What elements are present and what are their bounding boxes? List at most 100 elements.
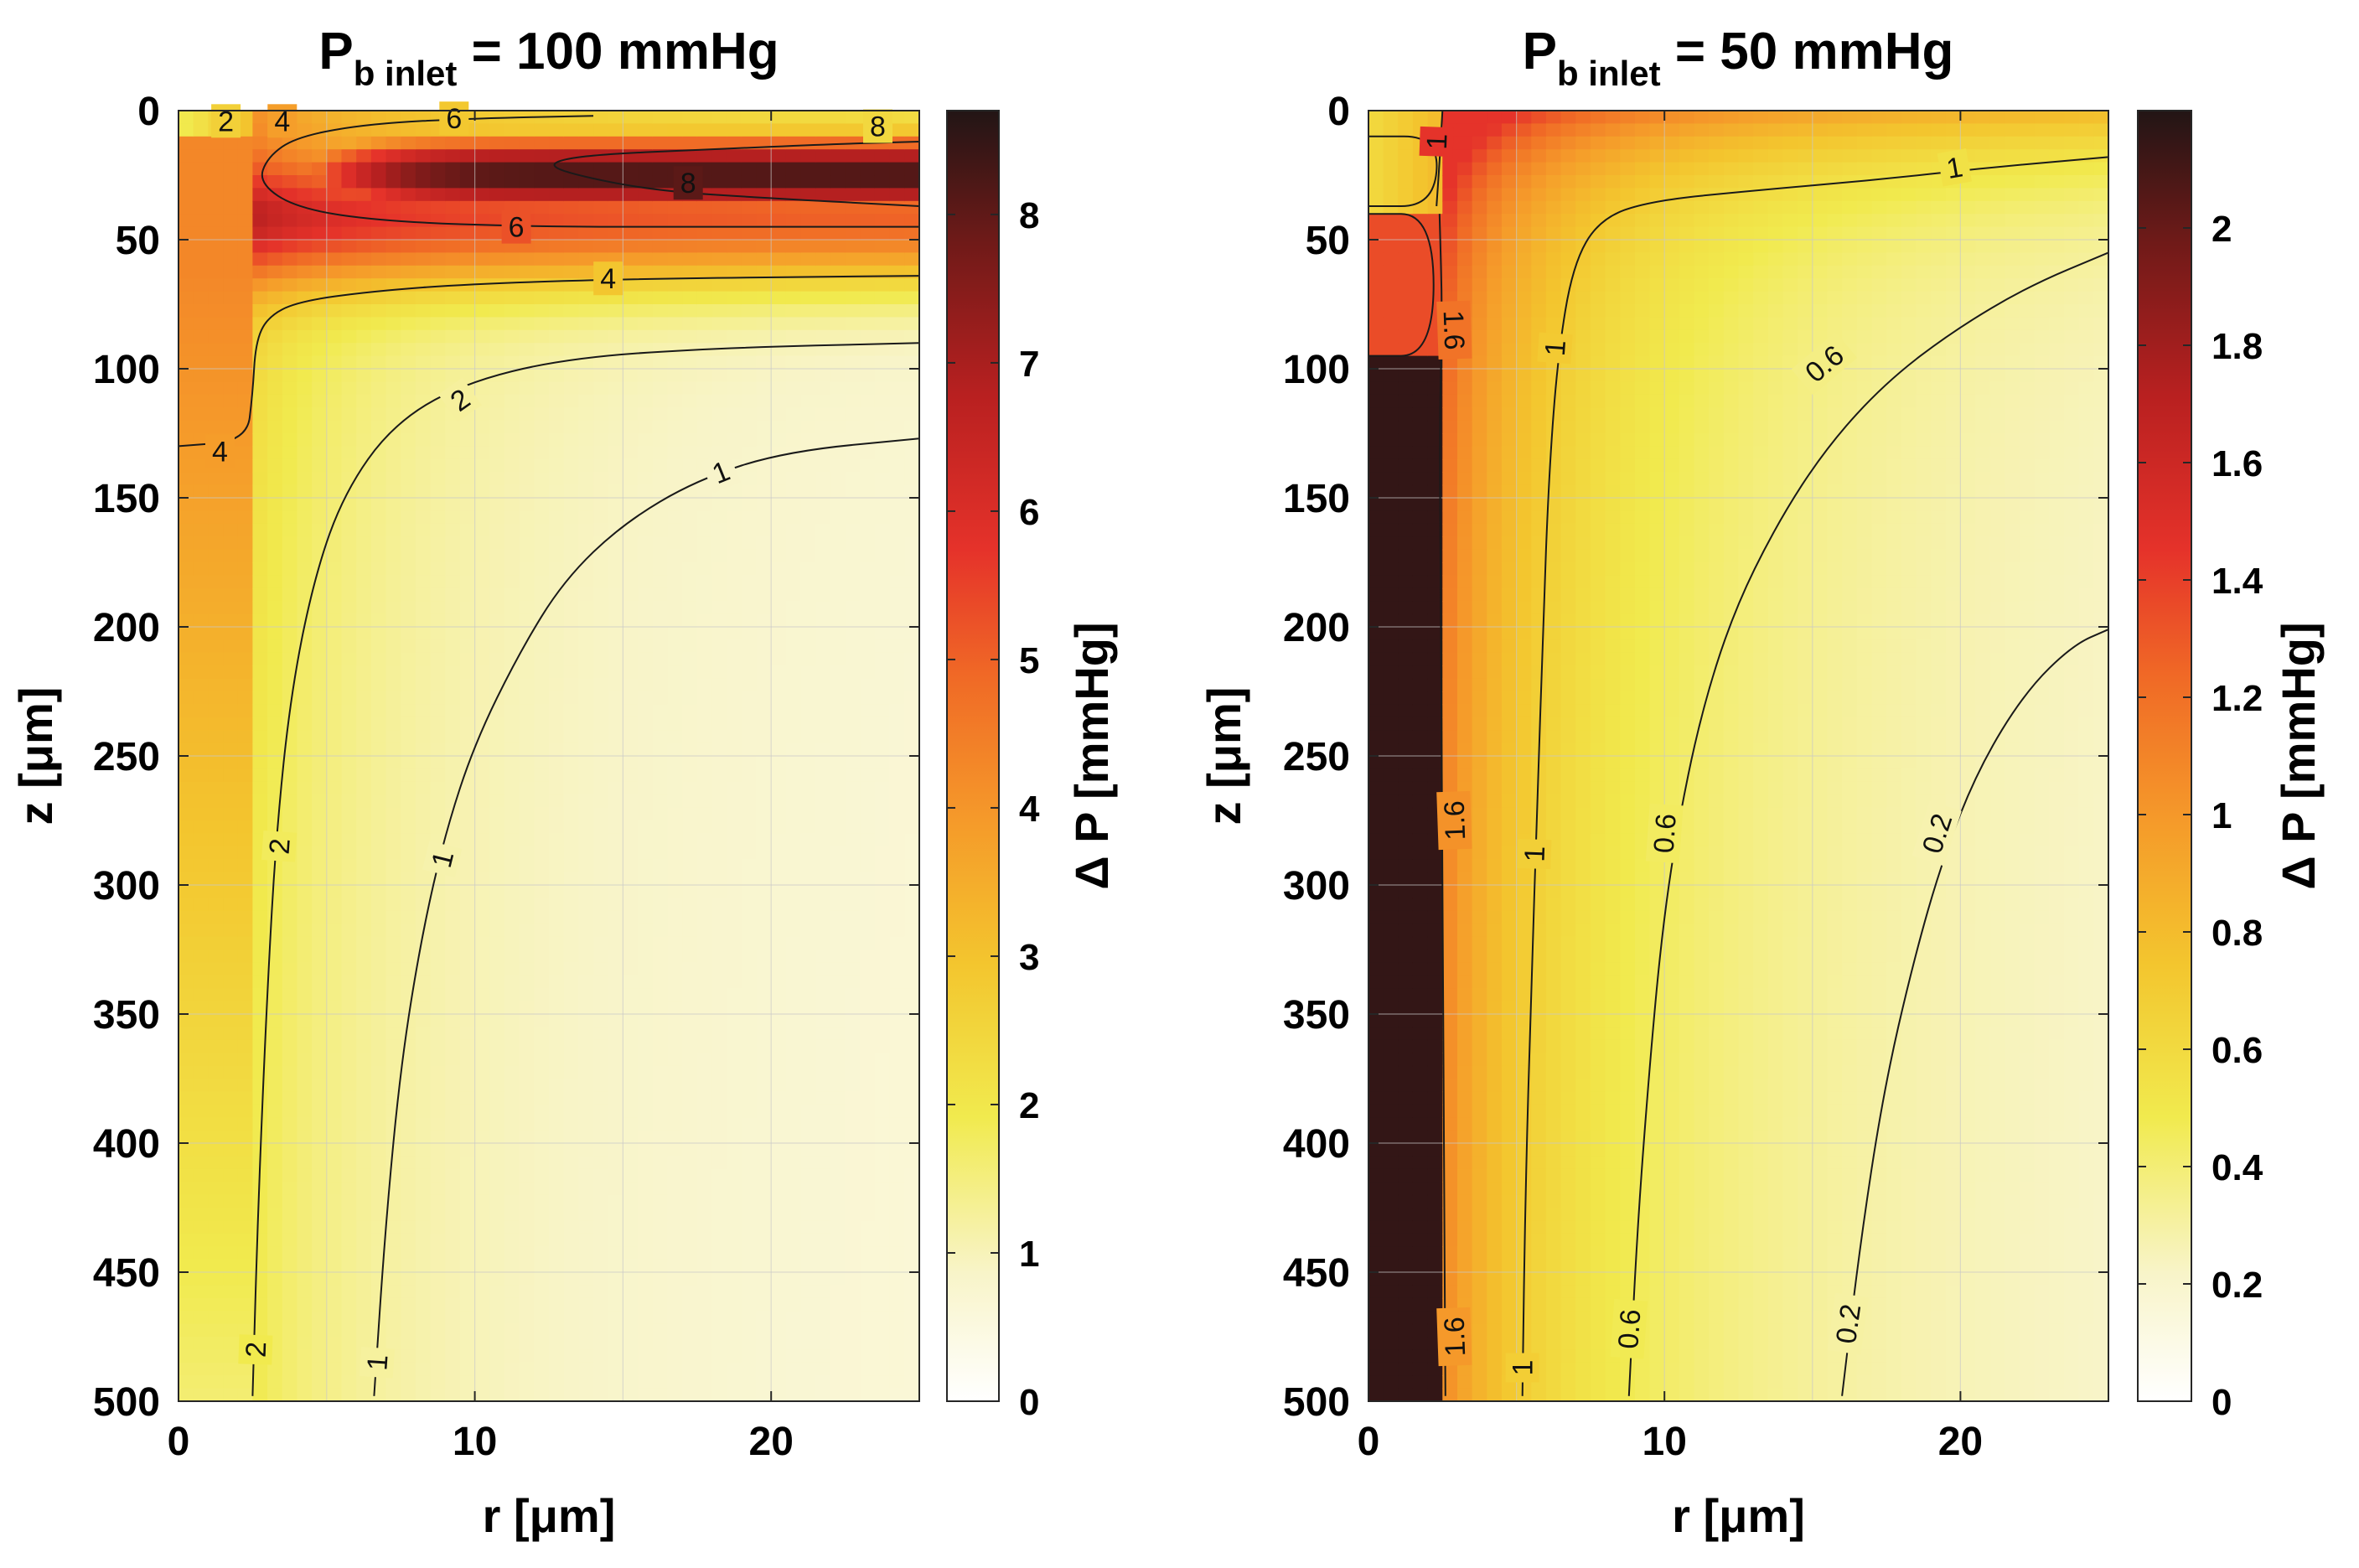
heatmap-cell bbox=[401, 304, 416, 318]
heatmap-cell bbox=[682, 498, 697, 511]
heatmap-cell bbox=[711, 510, 727, 524]
heatmap-cell bbox=[771, 1156, 786, 1169]
heatmap-cell bbox=[742, 937, 757, 950]
heatmap-cell bbox=[297, 962, 312, 975]
heatmap-cell bbox=[356, 1040, 371, 1053]
heatmap-cell bbox=[667, 1260, 682, 1273]
heatmap-cell bbox=[727, 201, 742, 215]
heatmap-cell bbox=[860, 304, 875, 318]
heatmap-cell bbox=[504, 808, 520, 821]
heatmap-cell bbox=[520, 381, 535, 395]
heatmap-cell bbox=[727, 227, 742, 241]
heatmap-cell bbox=[297, 214, 312, 227]
heatmap-cell bbox=[608, 588, 623, 602]
heatmap-cell bbox=[267, 988, 282, 1001]
heatmap-cell bbox=[489, 292, 504, 305]
heatmap-cell bbox=[238, 679, 253, 692]
heatmap-cell bbox=[846, 317, 861, 330]
heatmap-cell bbox=[504, 1311, 520, 1324]
heatmap-cell bbox=[711, 1246, 727, 1260]
heatmap-cell bbox=[460, 421, 475, 434]
heatmap-cell bbox=[742, 1285, 757, 1298]
heatmap-cell bbox=[267, 278, 282, 292]
heatmap-cell bbox=[786, 859, 801, 872]
heatmap-cell bbox=[564, 627, 579, 640]
heatmap-cell bbox=[297, 472, 312, 485]
heatmap-cell bbox=[653, 614, 668, 628]
heatmap-cell bbox=[356, 653, 371, 666]
heatmap-cell bbox=[757, 292, 772, 305]
heatmap-cell bbox=[757, 679, 772, 692]
heatmap-cell bbox=[667, 937, 682, 950]
heatmap-cell bbox=[312, 252, 327, 266]
heatmap-cell bbox=[178, 1208, 194, 1221]
heatmap-cell bbox=[830, 1375, 846, 1389]
heatmap-cell bbox=[697, 833, 712, 846]
heatmap-cell bbox=[860, 1156, 875, 1169]
heatmap-cell bbox=[623, 369, 638, 382]
heatmap-cell bbox=[178, 1014, 194, 1027]
heatmap-cell bbox=[341, 988, 356, 1001]
heatmap-cell bbox=[875, 717, 890, 731]
heatmap-cell bbox=[727, 510, 742, 524]
heatmap-cell bbox=[904, 1079, 919, 1092]
heatmap-cell bbox=[653, 137, 668, 150]
heatmap-cell bbox=[327, 975, 342, 989]
heatmap-cell bbox=[860, 446, 875, 459]
heatmap-cell bbox=[830, 227, 846, 241]
heatmap-cell bbox=[475, 304, 490, 318]
heatmap-cell bbox=[830, 524, 846, 537]
heatmap-cell bbox=[682, 1272, 697, 1286]
heatmap-cell bbox=[460, 1156, 475, 1169]
heatmap-cell bbox=[297, 859, 312, 872]
heatmap-cell bbox=[771, 704, 786, 717]
heatmap-cell bbox=[489, 1246, 504, 1260]
heatmap-cell bbox=[489, 717, 504, 731]
heatmap-cell bbox=[327, 704, 342, 717]
heatmap-cell bbox=[667, 924, 682, 937]
heatmap-cell bbox=[460, 1014, 475, 1027]
heatmap-cell bbox=[489, 266, 504, 279]
heatmap-cell bbox=[431, 1246, 446, 1260]
heatmap-cell bbox=[860, 149, 875, 163]
heatmap-cell bbox=[623, 330, 638, 344]
heatmap-cell bbox=[341, 562, 356, 576]
heatmap-cell bbox=[682, 1260, 697, 1273]
heatmap-cell bbox=[208, 536, 223, 550]
heatmap-cell bbox=[416, 1208, 431, 1221]
heatmap-cell bbox=[297, 1001, 312, 1015]
heatmap-cell bbox=[711, 1220, 727, 1234]
heatmap-cell bbox=[520, 266, 535, 279]
heatmap-cell bbox=[904, 149, 919, 163]
heatmap-cell bbox=[297, 278, 312, 292]
heatmap-cell bbox=[801, 627, 816, 640]
heatmap-cell bbox=[445, 485, 460, 499]
heatmap-cell bbox=[564, 1105, 579, 1118]
heatmap-cell bbox=[742, 304, 757, 318]
heatmap-cell bbox=[786, 1246, 801, 1260]
heatmap-cell bbox=[178, 937, 194, 950]
heatmap-cell bbox=[549, 343, 564, 356]
heatmap-cell bbox=[297, 975, 312, 989]
heatmap-cell bbox=[431, 1324, 446, 1338]
heatmap-cell bbox=[341, 756, 356, 769]
heatmap-cell bbox=[223, 627, 238, 640]
heatmap-cell bbox=[564, 252, 579, 266]
heatmap-cell bbox=[267, 1079, 282, 1092]
heatmap-cell bbox=[445, 1066, 460, 1079]
heatmap-cell bbox=[830, 1311, 846, 1324]
heatmap-cell bbox=[890, 446, 905, 459]
heatmap-cell bbox=[178, 356, 194, 370]
heatmap-cell bbox=[846, 679, 861, 692]
heatmap-cell bbox=[742, 975, 757, 989]
heatmap-cell bbox=[386, 782, 401, 795]
heatmap-cell bbox=[223, 975, 238, 989]
heatmap-cell bbox=[238, 304, 253, 318]
heatmap-cell bbox=[416, 639, 431, 653]
heatmap-cell bbox=[445, 137, 460, 150]
heatmap-cell bbox=[608, 1079, 623, 1092]
heatmap-cell bbox=[534, 627, 549, 640]
heatmap-cell bbox=[682, 808, 697, 821]
heatmap-cell bbox=[401, 1389, 416, 1402]
heatmap-cell bbox=[371, 330, 386, 344]
